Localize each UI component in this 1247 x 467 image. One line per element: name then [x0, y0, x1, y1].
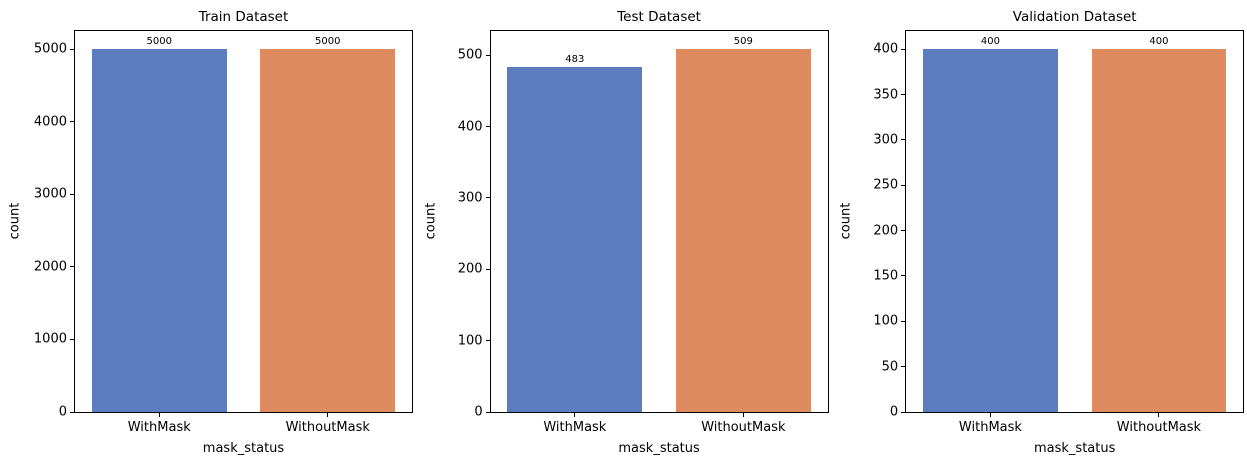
bar-withmask: [91, 49, 227, 412]
y-tick-mark: [485, 268, 490, 270]
bar-withmask: [507, 67, 643, 412]
y-tick-label: 0: [58, 404, 67, 420]
y-tick-mark: [901, 275, 906, 277]
x-tick-mark: [574, 413, 576, 417]
y-tick-label: 400: [457, 119, 483, 135]
y-tick-label: 5000: [33, 41, 67, 57]
y-axis-label: count: [423, 202, 439, 240]
x-tick-mark: [158, 413, 160, 417]
bar-value-label: 5000: [315, 36, 341, 48]
y-tick-mark: [901, 230, 906, 232]
y-tick-mark: [70, 48, 74, 50]
y-tick-mark: [901, 184, 906, 186]
bar-value-label: 509: [733, 35, 753, 47]
x-tick-mark: [742, 413, 744, 417]
chart-title: Test Dataset: [617, 9, 701, 25]
x-tick-mark: [327, 413, 329, 417]
y-tick-label: 0: [474, 404, 483, 420]
x-tick-label: WithoutMask: [701, 420, 786, 435]
y-tick-mark: [485, 411, 490, 413]
y-axis-label: count: [7, 202, 23, 240]
y-axis-label: count: [838, 202, 854, 240]
bar-value-label: 400: [1149, 36, 1169, 48]
y-tick-mark: [901, 48, 906, 50]
bar-withmask: [923, 49, 1058, 412]
bar-withoutmask: [260, 49, 396, 412]
y-tick-mark: [901, 139, 906, 141]
chart-title: Train Dataset: [198, 9, 289, 25]
y-tick-label: 300: [457, 190, 483, 206]
y-tick-mark: [485, 126, 490, 128]
subplot-train-dataset: Train Dataset count 0 1000 2000 3000 4000 500…: [0, 0, 416, 467]
bar-withoutmask: [675, 48, 811, 412]
chart-title: Validation Dataset: [1012, 9, 1137, 25]
x-tick-label: WithoutMask: [1116, 420, 1202, 435]
y-tick-label: 1000: [33, 331, 67, 347]
y-tick-label: 200: [873, 223, 899, 239]
x-tick-label: WithMask: [543, 420, 607, 435]
y-tick-label: 300: [873, 132, 899, 148]
y-tick-mark: [901, 94, 906, 95]
y-tick-label: 200: [457, 261, 483, 277]
x-axis-label: mask_status: [1033, 441, 1116, 456]
plot-area: 0 50 100 150 200 250 300 350 400 400 WithMask 400 Wi…: [873, 30, 1245, 435]
y-tick-label: 350: [873, 87, 899, 102]
y-tick-mark: [901, 366, 906, 368]
y-tick-mark: [70, 121, 74, 123]
y-tick-mark: [901, 320, 906, 322]
y-tick-label: 150: [873, 268, 899, 284]
plot-area: 0 1000 2000 3000 4000 5000 5000 WithMask 5000 Wit…: [34, 30, 413, 435]
x-tick-label: WithMask: [958, 420, 1022, 435]
y-tick-label: 3000: [33, 186, 67, 202]
subplot-validation-dataset: Validation Dataset count 0 50 100 150 200 250…: [831, 0, 1247, 467]
y-tick-mark: [485, 340, 490, 342]
x-tick-label: WithoutMask: [285, 420, 370, 435]
y-tick-label: 100: [873, 313, 899, 329]
bar-value-label: 483: [565, 54, 585, 66]
plot-area: 0 100 200 300 400 500 483 WithMask 509 WithoutMas…: [458, 30, 829, 435]
y-tick-mark: [485, 54, 490, 56]
y-tick-label: 2000: [33, 259, 67, 275]
x-tick-mark: [1158, 413, 1160, 417]
x-axis-label: mask_status: [202, 441, 285, 456]
y-tick-mark: [485, 197, 490, 199]
y-tick-mark: [70, 266, 74, 268]
y-tick-label: 250: [873, 177, 899, 193]
x-axis-label: mask_status: [618, 441, 700, 456]
y-tick-label: 100: [457, 333, 483, 349]
y-tick-mark: [70, 338, 74, 340]
y-tick-label: 400: [873, 41, 899, 57]
bar-value-label: 5000: [146, 36, 172, 48]
subplot-test-dataset: Test Dataset count 0 100 200 300 400 500 483 Wi…: [416, 0, 832, 467]
y-tick-label: 0: [889, 404, 899, 420]
bar-withoutmask: [1091, 49, 1227, 412]
y-tick-mark: [70, 411, 74, 413]
x-tick-label: WithMask: [127, 420, 191, 435]
y-tick-mark: [70, 193, 74, 195]
y-tick-mark: [901, 411, 906, 413]
x-tick-mark: [989, 413, 991, 417]
y-tick-label: 500: [457, 47, 483, 63]
y-tick-label: 4000: [33, 114, 67, 130]
y-tick-label: 50: [881, 359, 899, 375]
bar-value-label: 400: [980, 36, 1000, 48]
